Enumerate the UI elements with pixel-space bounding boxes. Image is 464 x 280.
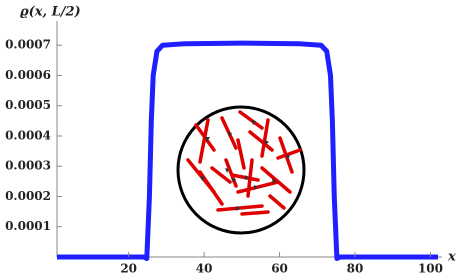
x-tick-label: 80 <box>347 262 364 276</box>
inset <box>176 105 306 235</box>
y-tick-label: 0.0003 <box>5 159 51 173</box>
x-axis-label: x <box>447 250 456 265</box>
y-tick-label: 0.0001 <box>5 219 51 233</box>
y-tick-label: 0.0007 <box>5 38 51 52</box>
y-tick-label: 0.0006 <box>5 68 51 82</box>
y-axis-label: ϱ(x, L/2) <box>20 5 81 20</box>
y-tick-label: 0.0002 <box>5 189 51 203</box>
line-series <box>57 40 438 262</box>
x-tick-label: 100 <box>418 262 443 276</box>
y-tick-label: 0.0005 <box>5 98 51 112</box>
x-tick-label: 60 <box>271 262 288 276</box>
x-tick-label: 20 <box>120 262 137 276</box>
rod-arrows <box>200 120 290 211</box>
y-tick-label: 0.0004 <box>5 128 51 142</box>
x-tick-label: 40 <box>196 262 213 276</box>
inset-circle <box>176 105 306 235</box>
